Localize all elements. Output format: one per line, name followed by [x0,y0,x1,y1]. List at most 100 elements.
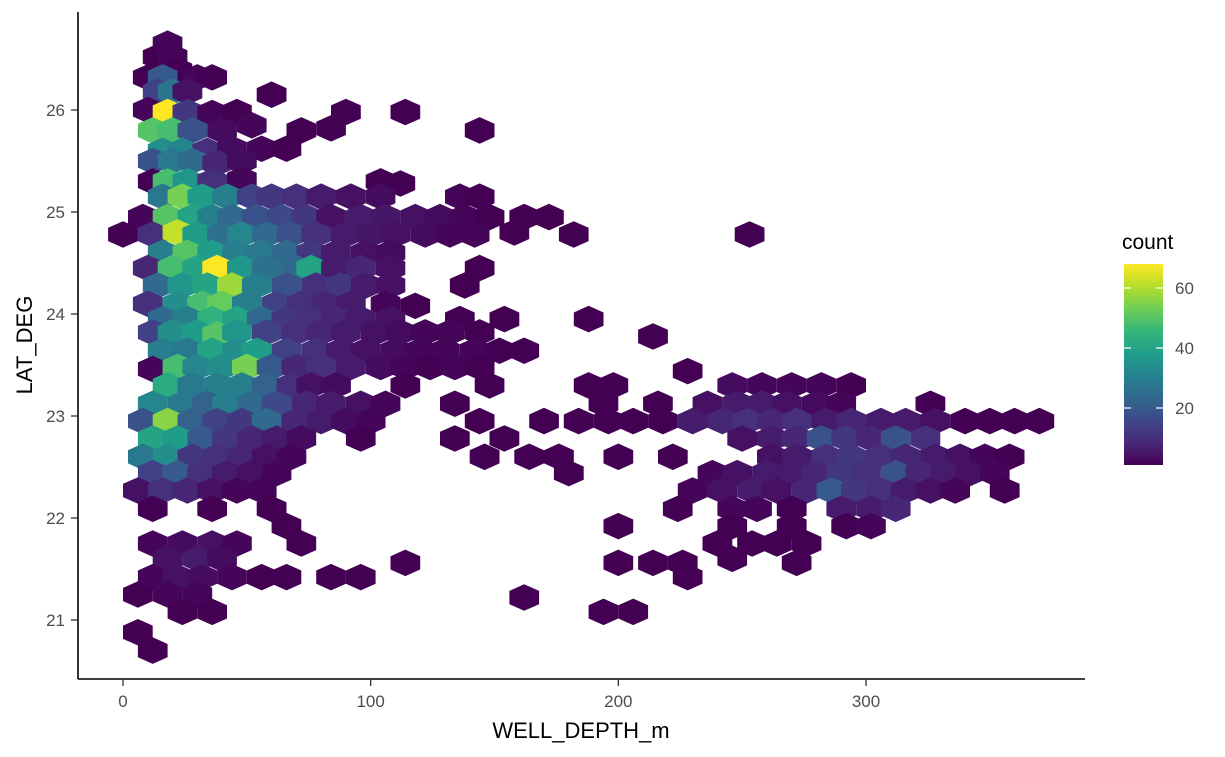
hexbin-cell [509,584,540,611]
hexbin-cell [618,598,649,626]
hexbin-cell [212,183,242,210]
hexbin-cell [345,425,376,452]
hexbin-cell [281,183,312,210]
hexbin-cell [123,477,153,504]
hexbin-cell [123,619,153,646]
hexbin-cell [722,459,753,487]
hexbin-cell [648,407,678,435]
hexbin-cell [975,407,1005,435]
hexbin-cell [152,581,183,608]
x-tick-label: 0 [118,692,127,711]
hexbin-cell [435,221,465,248]
hexbin-cell [137,563,168,591]
hexbin-cell [553,459,584,487]
hexbin-cell [172,477,203,504]
hexbin-cell [717,545,748,573]
hexbin-cell [177,117,208,144]
hexbin-cell [137,495,168,523]
hexbin-cell [187,183,218,210]
hexbin-cell [474,372,505,399]
hexbin-cell [489,425,520,452]
hexbin-cell [950,407,980,435]
hexbin-cell [464,117,495,144]
y-tick-label: 25 [46,203,65,222]
hexbin-cell [776,512,807,540]
hexbin-cell [618,407,649,435]
hexbin-cell [603,512,634,540]
hexbin-cell [593,407,624,435]
hexbin-cell [638,323,668,350]
hexbin-cell [152,372,183,399]
hexbin-cell [261,459,292,487]
hexbin-cell [236,112,267,139]
hexbin-cell [336,183,366,210]
hexbin-cell [658,443,688,471]
hexbin-cell [108,221,138,248]
hexbin-cell [222,319,252,346]
hexbin-cell [638,549,668,577]
hexbin-cell [499,219,530,246]
hexbin-cell [286,530,317,557]
hexbin-cell [757,425,787,452]
hexbin-cell [177,147,208,175]
hexbin-cell [415,353,445,381]
hexbin-cell [672,357,703,385]
legend-tick-label: 20 [1175,399,1194,418]
hexbin-cell [742,495,772,523]
hexbin-cell [271,512,302,540]
hexbin-cell [989,477,1020,504]
hexbin-cell [350,272,381,299]
hexbin-cell [197,495,227,523]
hexbin-cell [459,221,490,248]
hexbin-cell [390,353,421,381]
hexbin-cell [672,563,703,591]
hexbin-cell [256,495,287,523]
hexbin-cell [762,530,792,557]
hexbin-cell [856,495,886,523]
hexbin-cell [841,477,871,504]
hexbin-cell [246,563,277,591]
hexbin-cell [999,407,1030,435]
hexbin-cell [509,337,540,364]
hexbin-cell [469,443,500,471]
hexbin-cell [182,581,213,608]
y-axis-ticks: 21 22 23 24 25 26 [46,101,78,630]
hexbin-cell [558,221,589,248]
legend-tick-label: 60 [1175,279,1194,298]
y-tick-label: 21 [46,611,65,630]
hexbin-cell [464,407,495,435]
hexbin-cell [781,407,812,435]
hexbin-cell [588,598,619,626]
hexbin-cell [762,477,792,504]
hexbin-cell [677,407,708,435]
hexbin-cell [365,353,396,381]
hexbin-cell [197,64,227,91]
hexbin-cell [717,495,748,523]
hexbin-cell [603,443,634,471]
hexbin-cell [390,98,421,126]
hexbin-cell [831,512,861,540]
hexbin-cell [256,183,287,210]
hexbin-cell [222,477,252,504]
hexbin-cell [449,272,480,299]
hexbin-cell [534,203,564,231]
hexbin-cell [717,512,748,540]
hexbin-cell [331,407,361,435]
hexbin-cell [573,372,604,399]
hexbin-cell [365,183,396,210]
legend-ticks: 20 40 60 [1124,279,1194,418]
hexbin-cell [345,563,376,591]
hexbin-cell [474,203,505,231]
hexbin-cell [529,407,559,435]
hexbin-cell [316,115,346,142]
hexbin-cell [514,443,544,471]
hexbin-cell [271,135,302,162]
axes [77,12,1085,680]
hexbin-cell [375,254,406,282]
y-tick-label: 23 [46,407,65,426]
hexbin-cell [880,495,911,523]
hexbin-cell [757,407,787,435]
x-tick-label: 100 [356,692,384,711]
hexbin-cell [856,512,886,540]
hexbin-cell [747,372,777,399]
